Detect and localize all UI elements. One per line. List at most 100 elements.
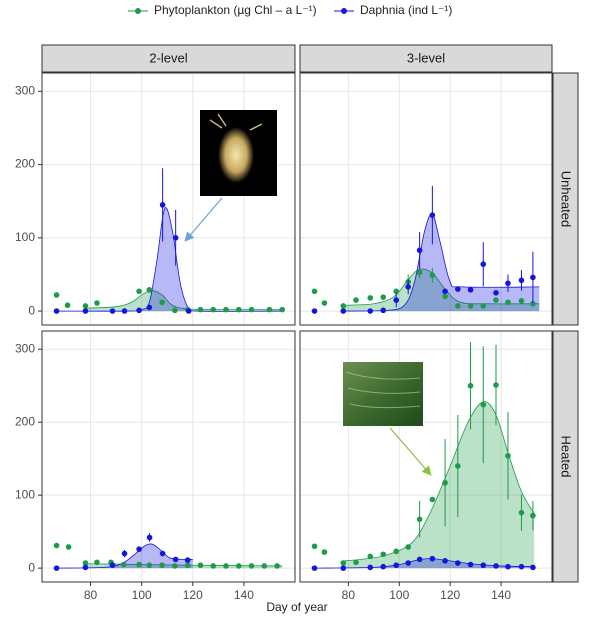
data-point	[146, 287, 153, 293]
facet-strip	[552, 72, 579, 326]
data-point	[518, 298, 525, 304]
facet-strip	[552, 330, 579, 583]
data-point	[505, 299, 511, 306]
data-point	[530, 274, 536, 281]
facet-strip	[41, 44, 296, 73]
data-point	[311, 308, 318, 314]
fit-area	[85, 563, 283, 569]
fit-area	[343, 269, 540, 312]
data-point	[311, 543, 318, 550]
data-point	[172, 563, 178, 569]
data-point	[380, 551, 387, 558]
data-point	[261, 563, 268, 569]
data-point	[235, 563, 242, 569]
x-tick-label: 80	[84, 588, 98, 602]
data-point	[248, 563, 255, 569]
x-tick-label: 100	[132, 588, 152, 602]
data-point	[197, 306, 204, 313]
data-point	[340, 565, 347, 571]
data-point	[505, 280, 511, 287]
data-point	[185, 308, 192, 314]
data-point	[53, 308, 60, 314]
legend-label: Daphnia (ind L⁻¹)	[360, 3, 452, 17]
data-point	[455, 463, 461, 469]
data-point	[393, 288, 400, 295]
x-tick-label: 80	[342, 588, 356, 602]
data-point	[493, 297, 499, 303]
data-point	[455, 560, 461, 566]
data-point	[82, 560, 89, 566]
daphnia-photo	[200, 110, 277, 196]
data-point	[493, 289, 499, 296]
data-point	[480, 303, 487, 309]
data-point	[367, 295, 374, 301]
data-point	[467, 287, 474, 293]
data-point	[505, 563, 511, 570]
data-point	[442, 558, 448, 564]
x-axis-label: Day of year	[266, 600, 327, 614]
data-point	[53, 542, 60, 549]
data-point	[223, 563, 229, 569]
data-point	[64, 302, 71, 309]
x-tick-label: 120	[440, 588, 460, 602]
data-point	[159, 299, 165, 306]
panel-border	[41, 330, 296, 583]
data-point	[120, 561, 127, 568]
data-point	[146, 562, 153, 569]
facet-label: 2-level	[149, 50, 187, 65]
y-tick-label: 300	[15, 83, 35, 97]
data-point	[405, 560, 411, 566]
data-point	[159, 550, 166, 557]
data-point	[518, 563, 525, 570]
y-tick-label: 200	[15, 414, 35, 428]
data-point	[223, 306, 229, 313]
fit-area	[343, 401, 535, 569]
data-point	[380, 563, 387, 570]
data-point	[340, 308, 347, 314]
panel-border	[299, 330, 553, 583]
data-point	[353, 297, 359, 303]
facet-strip	[299, 44, 553, 73]
data-point	[518, 509, 525, 516]
data-point	[53, 292, 60, 298]
y-tick-label: 0	[28, 303, 35, 317]
data-point	[442, 293, 448, 300]
data-point	[467, 382, 474, 389]
data-point	[321, 300, 328, 306]
fit-area	[56, 543, 193, 569]
facet-label: 3-level	[407, 50, 445, 65]
data-point	[172, 307, 178, 314]
data-point	[480, 401, 487, 408]
data-point	[367, 308, 374, 314]
data-point	[146, 304, 153, 311]
data-point	[82, 303, 89, 309]
fit-area	[85, 290, 283, 312]
data-point	[94, 559, 100, 566]
data-point	[279, 306, 286, 313]
legend-marker	[341, 8, 347, 14]
data-point	[518, 277, 525, 284]
x-tick-label: 120	[183, 588, 203, 602]
data-point	[197, 562, 204, 569]
data-point	[121, 308, 128, 314]
y-tick-label: 200	[15, 157, 35, 171]
fit-area	[314, 558, 535, 569]
data-point	[109, 562, 116, 569]
data-point	[210, 563, 217, 569]
data-point	[340, 560, 347, 566]
data-point	[159, 562, 165, 569]
data-point	[159, 202, 166, 208]
legend-marker	[135, 8, 141, 14]
data-point	[136, 288, 142, 295]
photo-arrow	[184, 197, 223, 242]
panel-border	[299, 72, 553, 326]
data-point	[467, 303, 474, 309]
data-point	[109, 308, 116, 314]
data-point	[416, 247, 423, 254]
plot-layer: 2-level 3-level Unheated Heated Day of year P…	[15, 3, 579, 614]
data-point	[493, 382, 499, 388]
data-point	[340, 303, 347, 309]
data-point	[311, 288, 318, 295]
y-tick-label: 100	[15, 487, 35, 501]
data-point	[248, 306, 255, 313]
